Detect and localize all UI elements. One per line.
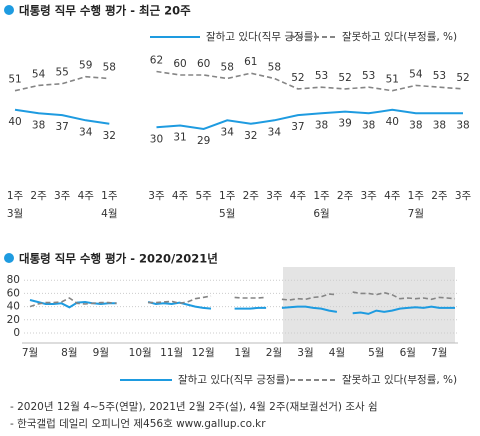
data-label: 54 [32, 68, 46, 80]
x-tick-label: 4주 [384, 190, 401, 202]
title-dot [4, 5, 14, 15]
month-label: 3월 [7, 208, 23, 220]
data-label: 40 [8, 116, 21, 128]
data-label: 53 [362, 70, 375, 82]
data-label: 34 [221, 126, 235, 138]
x-tick-label: 2주 [337, 190, 354, 202]
x-tick-label: 11월 [160, 347, 183, 359]
month-label: 4월 [101, 208, 117, 220]
x-tick-label: 3월 [297, 347, 313, 359]
x-tick-label: 1주 [219, 190, 236, 202]
x-tick-label: 7월 [22, 347, 38, 359]
x-tick-label: 2월 [266, 347, 282, 359]
chart-title: 대통령 직무 수행 평가 - 2020/2021년 [19, 252, 218, 266]
data-label: 62 [150, 55, 163, 67]
data-label: 60 [173, 58, 186, 70]
x-tick-label: 1주 [408, 190, 425, 202]
month-label: 6월 [313, 208, 329, 220]
x-tick-label: 2주 [30, 190, 47, 202]
x-tick-label: 1월 [234, 347, 250, 359]
data-label: 38 [362, 119, 375, 131]
data-label: 54 [409, 68, 423, 80]
legend-label: 잘하고 있다(직무 긍정률) [206, 30, 317, 43]
x-tick-label: 1주 [101, 190, 118, 202]
chart-title: 대통령 직무 수행 평가 - 최근 20주 [19, 4, 191, 18]
data-label: 30 [150, 133, 163, 145]
month-label: 7월 [408, 208, 424, 220]
x-tick-label: 5주 [195, 190, 212, 202]
data-label: 38 [32, 119, 45, 131]
x-tick-label: 3주 [455, 190, 472, 202]
data-label: 53 [433, 70, 446, 82]
x-tick-label: 1주 [313, 190, 330, 202]
data-label: 58 [103, 61, 116, 73]
x-tick-label: 9월 [93, 347, 109, 359]
x-tick-label: 3주 [266, 190, 283, 202]
x-tick-label: 1주 [7, 190, 24, 202]
title-dot [4, 253, 14, 263]
x-tick-label: 4주 [78, 190, 95, 202]
x-tick-label: 2주 [431, 190, 448, 202]
data-label: 38 [315, 119, 328, 131]
x-tick-label: 5월 [368, 347, 384, 359]
y-tick-label: 20 [7, 314, 20, 326]
series-line [29, 299, 455, 315]
y-tick-label: 60 [7, 287, 20, 299]
legend-label: 잘못하고 있다(부정률, %) [342, 30, 457, 43]
data-label: 51 [386, 74, 399, 86]
data-label: 29 [197, 135, 210, 147]
data-label: 31 [173, 132, 186, 144]
data-label: 53 [315, 70, 328, 82]
x-tick-label: 4주 [172, 190, 189, 202]
data-label: 52 [291, 72, 304, 84]
data-label: 37 [55, 121, 68, 133]
data-label: 61 [244, 56, 257, 68]
data-label: 38 [433, 119, 446, 131]
data-label: 38 [456, 119, 469, 131]
x-tick-label: 6월 [400, 347, 416, 359]
data-label: 55 [55, 67, 68, 79]
data-label: 60 [197, 58, 210, 70]
y-tick-label: 0 [13, 327, 20, 339]
legend-label: 잘못하고 있다(부정률, %) [342, 373, 457, 386]
x-tick-label: 10월 [129, 347, 152, 359]
x-tick-label: 3주 [54, 190, 71, 202]
x-tick-label: 7월 [431, 347, 447, 359]
legend-label: 잘하고 있다(직무 긍정률) [178, 373, 289, 386]
series-line [14, 108, 463, 131]
data-label: 32 [103, 130, 116, 142]
data-label: 51 [8, 74, 21, 86]
y-tick-label: 80 [7, 274, 20, 286]
series-line [14, 70, 464, 92]
x-tick-label: 8월 [61, 347, 77, 359]
footnote: - 한국갤럽 데일리 오피니언 제456호 www.gallup.co.kr [10, 417, 266, 430]
data-label: 52 [456, 72, 469, 84]
x-tick-label: 12월 [192, 347, 215, 359]
data-label: 34 [79, 126, 93, 138]
y-tick-label: 40 [7, 301, 20, 313]
data-label: 59 [79, 60, 92, 72]
data-label: 58 [268, 61, 281, 73]
recent-highlight [283, 267, 455, 343]
x-tick-label: 2주 [243, 190, 260, 202]
data-label: 38 [409, 119, 422, 131]
data-label: 58 [221, 61, 234, 73]
x-tick-label: 4월 [329, 347, 345, 359]
data-label: 34 [268, 126, 282, 138]
data-label: 37 [291, 121, 304, 133]
month-label: 5월 [219, 208, 235, 220]
x-tick-label: 3주 [148, 190, 165, 202]
footnote: - 2020년 12월 4~5주(연말), 2021년 2월 2주(설), 4월… [10, 400, 378, 413]
data-label: 39 [338, 118, 351, 130]
x-tick-label: 4주 [290, 190, 307, 202]
data-label: 32 [244, 130, 257, 142]
data-label: 40 [386, 116, 399, 128]
data-label: 52 [338, 72, 351, 84]
x-tick-label: 3주 [361, 190, 378, 202]
